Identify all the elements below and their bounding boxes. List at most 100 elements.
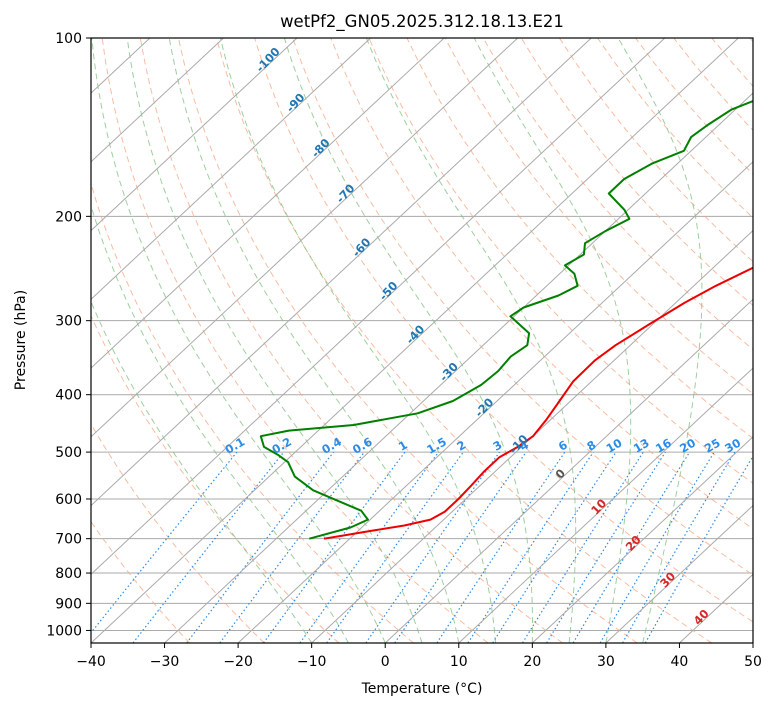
isotherm-line: [311, 229, 753, 643]
isotherm-line: [0, 38, 3, 643]
isotherm-line: [679, 573, 753, 643]
isotherms: [0, 38, 753, 643]
mixing-ratio-label: 6: [556, 438, 570, 454]
mixing-ratio-line: [326, 451, 464, 643]
dry-adiabat: [635, 38, 753, 175]
x-tick-label: −10: [297, 654, 327, 670]
mixing-ratio-line: [436, 451, 566, 643]
mixing-ratio-line: [299, 451, 440, 643]
x-tick-label: 10: [450, 654, 468, 670]
isotherm-label: 20: [623, 533, 644, 554]
mixing-ratio-line: [622, 451, 736, 643]
isotherm-line: [752, 642, 753, 643]
y-tick-label: 400: [55, 388, 82, 404]
mixing-ratio-line: [521, 451, 644, 643]
moist-adiabat: [126, 38, 423, 643]
mixing-ratio-line: [186, 451, 335, 643]
dry-adiabat: [749, 38, 753, 43]
mixing-ratio-line: [132, 451, 285, 643]
isotherm-line: [0, 38, 76, 643]
mixing-ratio-label: 13: [631, 436, 652, 456]
moist-adiabat: [283, 38, 533, 643]
moist-adiabat: [219, 38, 497, 643]
y-tick-label: 700: [55, 532, 82, 548]
y-tick-label: 100: [55, 31, 82, 47]
x-tick-label: 50: [744, 654, 762, 670]
isotherm-line: [91, 38, 519, 438]
moist-adiabats: [91, 38, 703, 643]
isotherm-label: -10: [506, 432, 530, 457]
y-tick-label: 800: [55, 566, 82, 582]
dry-adiabats: [91, 38, 753, 643]
y-tick-label: 500: [55, 445, 82, 461]
dry-adiabat: [330, 38, 753, 530]
y-tick-label: 300: [55, 314, 82, 330]
mixing-ratio-line: [91, 451, 238, 634]
mixing-ratio-label: 0.6: [350, 435, 375, 457]
profile-series: [259, 100, 753, 540]
mixing-ratio-line: [546, 451, 666, 643]
dry-adiabat: [216, 38, 713, 643]
mixing-ratio-label: 0.4: [319, 434, 344, 456]
isotherm-line: [91, 38, 298, 232]
mixing-ratio-lines: [91, 451, 753, 643]
isotherm-label: -40: [403, 322, 427, 347]
mixing-ratio-label: 30: [722, 436, 743, 456]
mixing-ratio-line: [467, 451, 594, 643]
dry-adiabat: [177, 38, 638, 643]
isotherm-line: [384, 298, 753, 643]
moist-adiabat: [365, 38, 577, 643]
mixing-ratio-line: [572, 451, 691, 643]
plot-area: [0, 38, 753, 643]
dry-adiabat: [101, 38, 489, 643]
x-tick-label: −30: [150, 654, 180, 670]
dry-adiabat: [91, 181, 414, 643]
isotherm-label: -70: [333, 181, 357, 206]
x-axis-ticks: −40 −30 −20 −10 0 10 20 30 40 50: [76, 643, 762, 670]
isotherm-line: [237, 161, 753, 643]
isotherm-label: -100: [253, 44, 283, 75]
y-axis-ticks: 100 200 300 400 500 600 700 800 900 1000: [46, 31, 91, 639]
y-tick-label: 900: [55, 596, 82, 612]
mixing-ratio-line: [263, 451, 406, 643]
isotherm-line: [605, 504, 753, 643]
moist-adiabat: [473, 38, 632, 643]
mixing-ratio-label: 1: [396, 438, 410, 454]
x-axis-label: Temperature (°C): [361, 681, 483, 697]
mixing-ratio-label: 10: [604, 436, 625, 456]
isotherm-line: [91, 38, 739, 643]
isotherm-line: [91, 38, 592, 507]
x-tick-label: 20: [523, 654, 541, 670]
isotherm-line: [531, 436, 753, 643]
isotherm-line: [91, 38, 371, 300]
mixing-ratio-label: 0.1: [223, 434, 248, 456]
x-tick-label: 30: [597, 654, 615, 670]
mixing-ratio-label: 3: [491, 438, 505, 454]
mixing-ratio-label: 25: [702, 436, 723, 456]
moist-adiabat: [91, 204, 349, 643]
isotherm-label: 0: [552, 466, 568, 481]
y-tick-label: 600: [55, 492, 82, 508]
dry-adiabat: [520, 38, 753, 307]
mixing-ratio-label: 2: [454, 438, 468, 454]
isotherm-label: 30: [657, 569, 678, 590]
temperature-line: [323, 266, 753, 540]
isotherm-label: -80: [308, 136, 332, 161]
moist-adiabat: [617, 38, 703, 643]
mixing-ratio-label: 1.5: [424, 434, 449, 456]
isotherm-label: -50: [376, 278, 400, 303]
x-tick-label: 40: [671, 654, 689, 670]
mixing-ratio-line: [365, 451, 500, 643]
moist-adiabat: [91, 38, 386, 643]
pressure-grid: [91, 38, 753, 631]
isotherm-label: -60: [349, 235, 373, 260]
isotherm-label: 40: [691, 607, 712, 628]
dry-adiabat: [91, 422, 265, 643]
y-tick-label: 1000: [46, 623, 82, 639]
x-tick-label: 0: [381, 654, 390, 670]
dry-adiabat: [711, 38, 753, 87]
dry-adiabat: [406, 38, 753, 439]
inline-labels: 0.1 0.2 0.4 0.6 1 1.5 2 3 4 6 8 10 13 16 20 25 30-100-90…: [223, 44, 744, 627]
x-tick-label: −20: [223, 654, 253, 670]
